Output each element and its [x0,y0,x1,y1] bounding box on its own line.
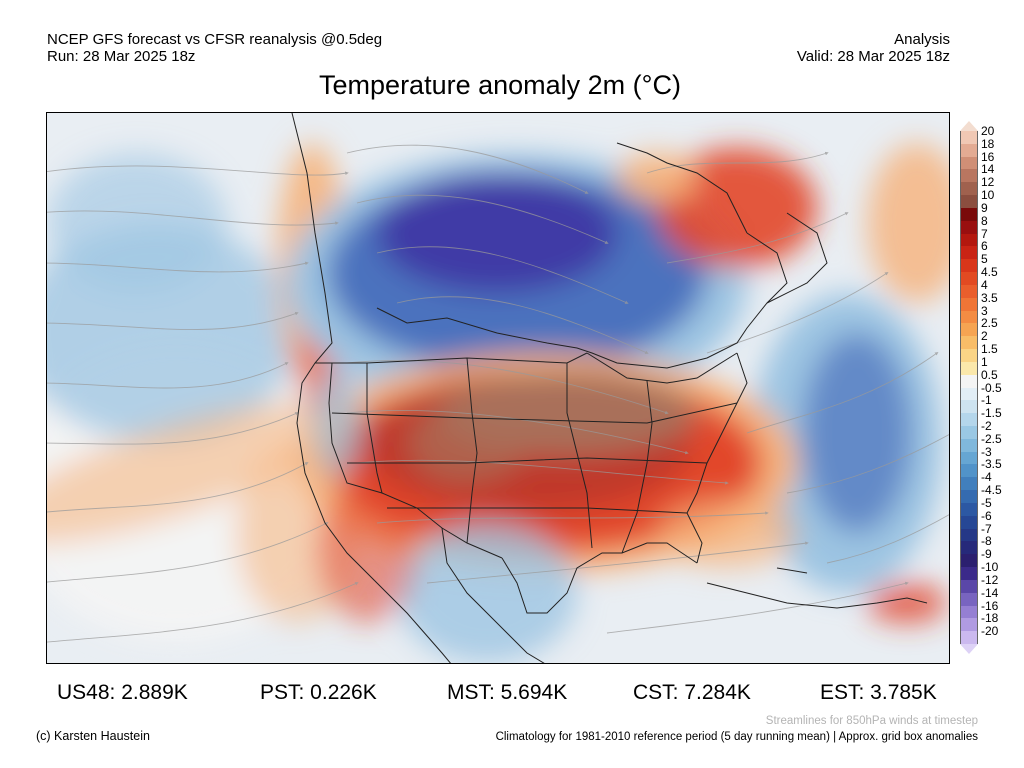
colorbar-cell [960,143,978,158]
colorbar-label: 14 [981,162,995,177]
colorbar-label: -16 [981,598,999,613]
region-stat: MST: 5.694K [447,681,568,704]
colorbar-label: -20 [981,624,999,639]
colorbar-label: -4 [981,470,992,485]
colorbar-label: -9 [981,547,992,562]
colorbar-cell [960,131,978,145]
colorbar-cell [960,284,978,299]
colorbar-cell [960,631,978,645]
colorbar-label: 3.5 [981,290,998,305]
colorbar-cell [960,246,978,260]
colorbar-label: 16 [981,149,995,164]
colorbar-label: -1.5 [981,406,1002,421]
colorbar-cell [960,169,978,183]
colorbar-label: 7 [981,226,988,241]
colorbar-cell [960,464,978,478]
colorbar-label: -6 [981,508,992,523]
colorbar-cell [960,477,978,491]
colorbar-cell [960,618,978,632]
colorbar-cell [960,490,978,504]
climatology-note: Climatology for 1981-2010 reference peri… [495,731,978,743]
colorbar-cell [960,438,978,453]
colorbar-label: 20 [981,124,995,138]
colorbar-cell [960,567,978,581]
valid-time-line: Valid: 28 Mar 2025 18z [796,48,950,65]
colorbar-label: 6 [981,239,988,254]
colorbar-cell [960,272,978,286]
colorbar-cell [960,387,978,401]
colorbar-label: 12 [981,175,995,190]
colorbar-cell [960,502,978,517]
colorbar-label: 1 [981,354,988,369]
colorbar-cell [960,182,978,196]
colorbar-label: -5 [981,495,992,510]
region-stat: US48: 2.889K [57,681,188,704]
colorbar-cell [960,207,978,222]
colorbar-label: 18 [981,136,995,151]
colorbar-label: -2 [981,418,992,433]
colorbar-bottom-arrow [960,644,978,654]
colorbar-label: 10 [981,188,995,203]
colorbar-label: -4.5 [981,483,1002,498]
colorbar-cell [960,425,978,440]
colorbar-top-arrow [960,121,978,131]
colorbar-label: -12 [981,572,999,587]
coastlines-and-borders [291,113,928,663]
model-info-line: NCEP GFS forecast vs CFSR reanalysis @0.… [47,31,383,48]
colorbar-label: 9 [981,200,988,215]
colorbar-label: 2 [981,329,988,344]
colorbar-cell [960,259,978,273]
colorbar-label: -3 [981,444,992,459]
anomaly-map-drawing [47,113,949,663]
colorbar-label: -0.5 [981,380,1002,395]
colorbar-cell [960,156,978,170]
colorbar-cell [960,592,978,606]
colorbar-cell [960,310,978,324]
analysis-label: Analysis [894,31,950,48]
anomaly-map [46,112,950,664]
colorbar-label: -1 [981,393,992,408]
colorbar-cell [960,579,978,594]
colorbar-label: 1.5 [981,342,998,357]
colorbar-cell [960,233,978,247]
streamlines-note: Streamlines for 850hPa winds at timestep [765,715,978,727]
colorbar-cell [960,336,978,350]
colorbar-cell [960,374,978,388]
region-stat: PST: 0.226K [260,681,377,704]
colorbar-cell [960,554,978,568]
colorbar-cell [960,220,978,235]
colorbar-cell [960,413,978,427]
colorbar-cell [960,605,978,619]
region-stat: EST: 3.785K [820,681,937,704]
colorbar-cell [960,361,978,376]
colorbar-label: 4 [981,277,988,292]
colorbar-label: -8 [981,534,992,549]
colorbar-label: -18 [981,611,999,626]
colorbar-label: 8 [981,213,988,228]
colorbar-cell [960,400,978,414]
colorbar-cell [960,297,978,312]
colorbar-cell [960,323,978,337]
colorbar-label: 5 [981,252,988,267]
colorbar-cell [960,349,978,363]
colorbar-label: 4.5 [981,265,998,280]
colorbar-label: 0.5 [981,367,998,382]
colorbar-cell [960,195,978,209]
colorbar-label: -14 [981,585,999,600]
colorbar-label: -7 [981,521,992,536]
colorbar-cell [960,451,978,465]
colorbar-cell [960,528,978,542]
colorbar-cell [960,541,978,555]
colorbar-label: 2.5 [981,316,998,331]
copyright-text: (c) Karsten Haustein [36,729,150,743]
map-title: Temperature anomaly 2m (°C) [319,70,681,100]
colorbar-label: 3 [981,303,988,318]
colorbar-label: -3.5 [981,457,1002,472]
region-stat: CST: 7.284K [633,681,751,704]
colorbar-label: -2.5 [981,431,1002,446]
colorbar-label: -10 [981,560,999,575]
run-time-line: Run: 28 Mar 2025 18z [47,48,196,65]
colorbar-cell [960,515,978,530]
streamlines [47,144,949,643]
